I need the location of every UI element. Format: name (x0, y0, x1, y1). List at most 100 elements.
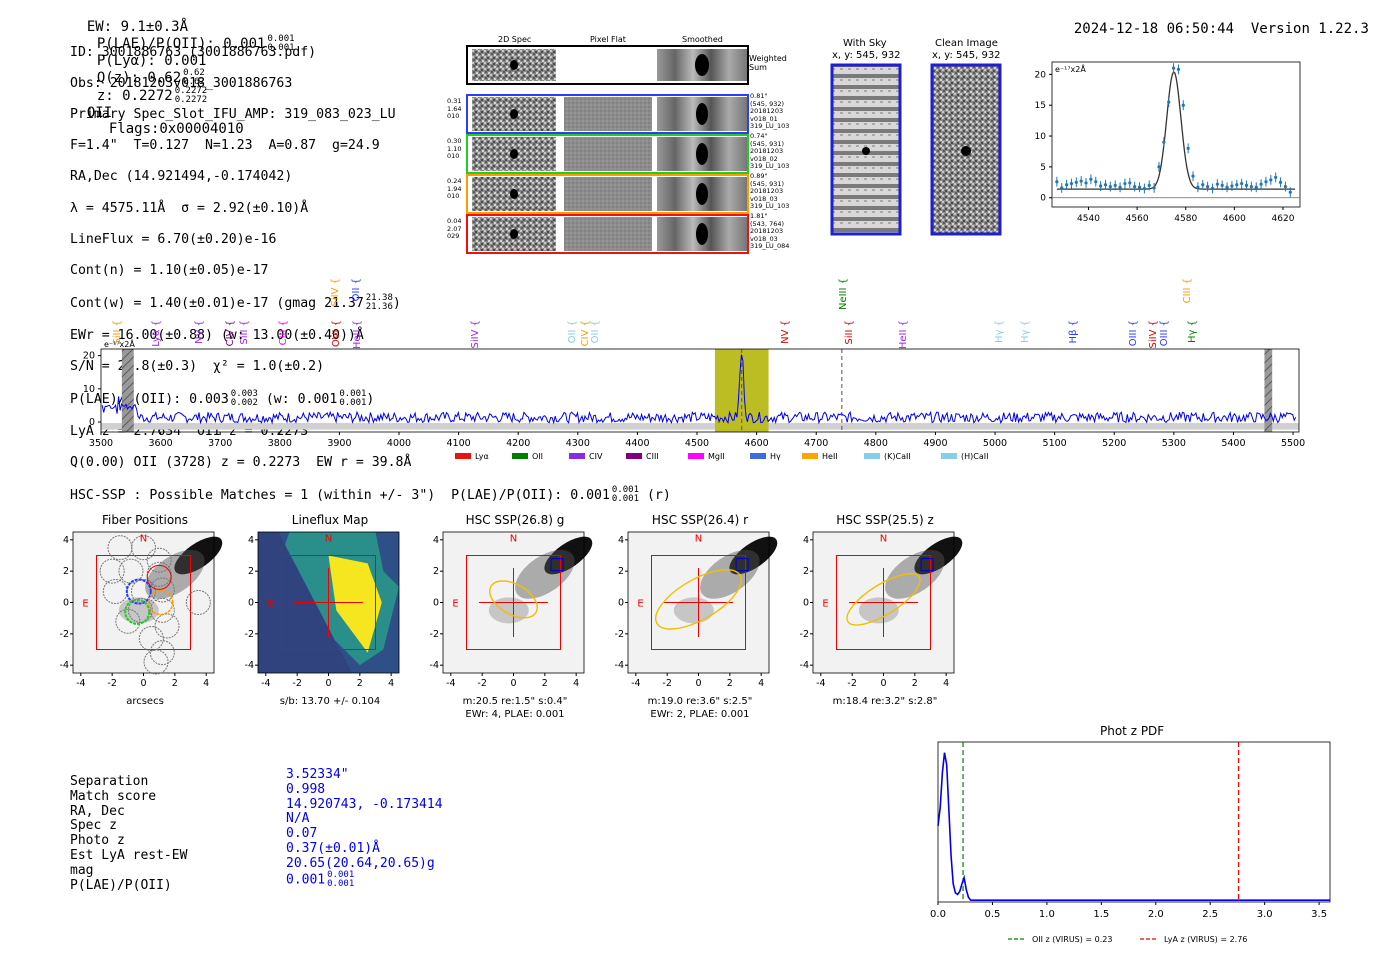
hsc-xtick-label: 2 (172, 678, 178, 689)
hsc-panel: N E -4 -4 -2 -2 0 0 2 2 4 4 (615, 531, 778, 689)
spectrum-xtick-label: 4700 (804, 438, 828, 449)
zoom-ytick-label: 0 (1040, 194, 1046, 204)
zoom-data-point (1196, 185, 1200, 189)
info-contn: Cont(n) = 1.10(±0.05)e-17 (70, 262, 269, 278)
search-box (651, 555, 746, 650)
zoom-data-point (1240, 181, 1244, 186)
lineflux-peak-region (328, 555, 382, 653)
zoom-data-point (1055, 180, 1059, 184)
zoom-xtick-label: 4600 (1223, 214, 1246, 224)
spectrum-xtick-label: 5200 (1102, 438, 1126, 449)
photz-xtick-label: 1.5 (1093, 909, 1109, 920)
row-smooth-source (696, 143, 708, 165)
hsc-panel-title: Lineflux Map (291, 513, 369, 527)
zoom-data-point (1171, 66, 1176, 70)
hsc-ytick-label: -2 (60, 629, 69, 640)
detection-info: ID: 3001886763 (3001886763.pdf) Obs: 201… (70, 29, 411, 486)
hsc-panel-caption: m:20.5 re:1.5" s:0.4" (462, 696, 568, 707)
legend-label: Hγ (770, 452, 781, 461)
hsc-xtick-label: -4 (76, 678, 85, 689)
spectrum-xtick-label: 4200 (506, 438, 530, 449)
east-label: E (267, 598, 273, 609)
spectrum-xtick-label: 3500 (89, 438, 113, 449)
match-value: N/A (286, 811, 310, 827)
zoom-data-point (1094, 180, 1098, 184)
header-z-line: OII (86, 105, 113, 121)
zoom-data-point (1157, 165, 1161, 169)
hsc-xtick-label: 0 (510, 678, 516, 689)
photz-xtick-label: 2.0 (1148, 909, 1164, 920)
search-box (466, 555, 561, 650)
hsc-ytick-label: -4 (800, 660, 809, 671)
hsc-panel-title: Fiber Positions (101, 513, 189, 527)
line-marker-label: CIII { (1182, 278, 1193, 304)
match-label: Est LyA rest-EW (70, 848, 188, 863)
match-value: 20.65(20.64,20.65)g (286, 855, 435, 871)
spectrum-xtick-label: 4500 (685, 438, 709, 449)
zoom-data-point (1201, 183, 1205, 187)
east-label: E (452, 598, 458, 609)
hsc-panel-caption: m:18.4 re:3.2" s:2.8" (832, 696, 938, 707)
aperture-ellipse (655, 569, 742, 630)
spectrum-xtick-label: 5000 (983, 438, 1007, 449)
zoom-data-point (1147, 183, 1151, 188)
hsc-panel: N E -4 -4 -2 -2 0 0 2 2 4 4 (245, 531, 400, 689)
zoom-data-point (1274, 175, 1278, 179)
match-label: Separation (70, 774, 149, 789)
header-ew: EW: 9.1±0.3Å (86, 19, 189, 35)
with-sky-source (862, 147, 870, 155)
zoom-data-point (1254, 185, 1258, 189)
hsc-ytick-label: 0 (803, 598, 809, 609)
aperture-ellipse (489, 580, 538, 619)
zoom-data-point (1283, 185, 1288, 189)
info-sn: S/N = 24.8(±0.3) χ² = 1.0(±0.2) (70, 358, 325, 374)
zoom-data-point (1186, 146, 1190, 150)
spectrum-noise-band (101, 423, 1299, 430)
legend-label: CIV (589, 452, 603, 461)
row-smooth-source (696, 103, 708, 125)
photz-xtick-label: 0.5 (984, 909, 1000, 920)
zoom-data-point (1230, 184, 1234, 188)
fiber-circle (146, 547, 172, 573)
zoom-data-point (1113, 183, 1117, 188)
cutout-grid (466, 45, 749, 254)
fiber-rows (466, 94, 749, 254)
spectrum-masked-region (121, 349, 134, 432)
spectrum-xtick-label: 4800 (864, 438, 888, 449)
zoom-data-point (1191, 174, 1195, 178)
zoom-data-point (1123, 181, 1127, 186)
header-qz-frac: 0.62 0.62 (183, 68, 205, 87)
spectrum-xtick-label: 3800 (268, 438, 292, 449)
zoom-data-point (1089, 177, 1093, 181)
neighbor-galaxy (729, 536, 778, 575)
spectrum-xtick-label: 5400 (1221, 438, 1245, 449)
match-label: Match score (70, 788, 157, 804)
info-id: ID: 3001886763 (3001886763.pdf) (70, 44, 317, 60)
hsc-panel-title: HSC SSP(26.8) g (465, 513, 565, 527)
hsc-ytick-label: 4 (248, 535, 254, 546)
info-plae: P(LAE)/P(OII): 0.003 0.003 0.002 (w: 0.001… (70, 389, 375, 409)
photz-pdf-chart: 0.0 0.5 1.0 1.5 2.0 2.5 3.0 3.5 OII z (VIRUS) = … (930, 741, 1331, 944)
row-flat-cutout (564, 137, 652, 171)
clean-image-title: Clean Image (935, 38, 998, 49)
legend-swatch (750, 453, 766, 459)
hsc-panel: N E -4 -4 -2 -2 0 0 2 2 4 4 (60, 531, 223, 689)
header-qz: Q(z): 0.62 (96, 70, 182, 86)
spectrum-xtick-label: 3600 (149, 438, 173, 449)
row-frame (466, 134, 749, 174)
header-plya: P(Lyα): 0.001 (96, 53, 207, 69)
zoom-data-point (1074, 180, 1078, 184)
fiber-circle (185, 590, 211, 615)
search-box (96, 555, 191, 650)
east-label: E (82, 598, 88, 609)
header-summary: EW: 9.1±0.3Å P(LAE)/P(OII): 0.001 0.001 0.… (70, 3, 295, 137)
legend-label: OII (532, 452, 543, 461)
legend-swatch (864, 453, 880, 459)
hsc-xtick-label: 0 (695, 678, 701, 689)
match-label: mag (70, 862, 94, 878)
photz-xtick-label: 3.0 (1257, 909, 1273, 920)
hsc-xtick-label: -2 (662, 678, 671, 689)
zoom-data-point (1064, 183, 1069, 187)
hsc-ytick-label: -2 (615, 629, 624, 640)
match-plae-hi: 0.001 (327, 869, 355, 880)
